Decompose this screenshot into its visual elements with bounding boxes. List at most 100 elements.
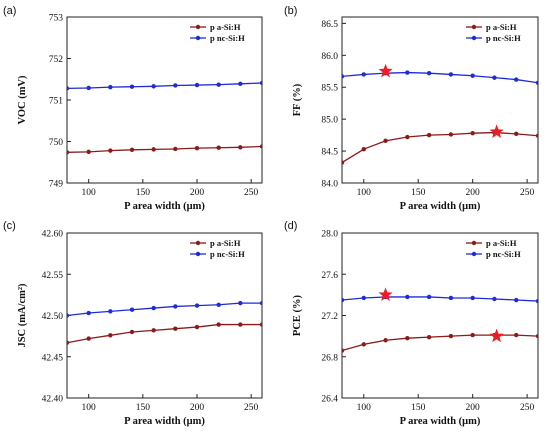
data-point (383, 338, 388, 343)
chart-panel-a: (a) 100 150 200 250 749 750 751 752 753 P area wid… (3, 5, 263, 212)
x-tick-label: 100 (82, 188, 97, 198)
series-line (342, 334, 538, 352)
legend-label: p nc-Si:H (486, 249, 521, 259)
data-point (342, 297, 345, 303)
x-tick-label: 100 (357, 188, 372, 198)
data-point (361, 72, 366, 77)
x-axis-label: P area width (μm) (124, 201, 205, 212)
y-tick-label: 84.0 (321, 180, 338, 190)
data-point (470, 131, 475, 136)
chart-panel-d: (d) 100 150 200 250 26.4 26.8 27.2 27.6 28.0 P are… (284, 220, 539, 427)
data-point (129, 84, 135, 89)
data-point (470, 295, 475, 301)
data-point (151, 147, 156, 152)
data-point (67, 86, 70, 91)
legend-marker (195, 240, 201, 246)
data-point (151, 305, 156, 311)
data-point (535, 133, 538, 138)
y-tick-label: 42.55 (42, 271, 64, 281)
y-tick-label: 28.0 (321, 230, 338, 240)
y-axis-label: FF (%) (292, 83, 303, 116)
data-point (470, 332, 475, 338)
legend-label: p a-Si:H (210, 238, 241, 248)
legend-marker (471, 24, 477, 30)
x-axis-label: P area width (μm) (400, 416, 481, 427)
data-point (514, 332, 519, 338)
y-tick-label: 86.5 (321, 20, 338, 30)
chart-panel-b: (b) 100 150 200 250 84.0 84.5 85.0 85.5 86.0 86.5 P… (284, 5, 539, 212)
panel-label: (d) (284, 220, 297, 232)
data-point (361, 295, 366, 301)
x-tick-label: 250 (244, 403, 259, 413)
data-point (514, 77, 519, 82)
series-p-nc-si-h (67, 80, 262, 91)
y-axis-label: VOC (mV) (17, 75, 28, 125)
y-tick-label: 42.45 (42, 353, 64, 363)
series-p-nc-si-h (67, 300, 262, 318)
data-point (514, 297, 519, 303)
data-point (448, 72, 454, 77)
data-point (151, 328, 156, 333)
series-p-nc-si-h (342, 70, 538, 85)
data-point (361, 342, 366, 347)
data-point (361, 146, 366, 152)
data-point (238, 145, 243, 150)
legend-marker (195, 24, 201, 30)
y-tick-label: 27.6 (321, 271, 338, 281)
legend-marker (195, 251, 201, 257)
data-point (67, 150, 70, 155)
x-tick-label: 200 (190, 188, 205, 198)
x-tick-label: 100 (82, 403, 97, 413)
series-line (67, 145, 262, 153)
data-point (535, 298, 538, 304)
data-point (173, 304, 178, 309)
series-line (67, 323, 262, 344)
legend-label: p nc-Si:H (210, 249, 245, 259)
y-axis-label: JSC (mA/cm²) (17, 283, 28, 348)
x-tick-label: 200 (190, 403, 205, 413)
data-point (259, 300, 262, 306)
data-point (492, 296, 497, 302)
data-point (86, 149, 91, 155)
data-point (426, 70, 432, 76)
x-tick-label: 200 (466, 403, 481, 413)
y-tick-label: 27.2 (321, 312, 338, 322)
y-tick-label: 42.40 (42, 395, 64, 405)
data-point (194, 303, 200, 308)
data-point (259, 80, 262, 86)
star-marker (378, 287, 393, 301)
x-axis-label: P area width (μm) (124, 416, 205, 427)
x-tick-label: 150 (411, 403, 426, 413)
data-point (448, 132, 454, 137)
legend-marker (195, 35, 201, 41)
data-point (108, 148, 113, 153)
y-axis-label: PCE (%) (292, 294, 303, 336)
x-axis-label: P area width (μm) (400, 201, 481, 212)
data-point (342, 160, 345, 165)
data-point (194, 324, 200, 330)
data-point (448, 295, 454, 301)
data-point (405, 294, 410, 300)
data-point (194, 82, 200, 88)
data-point (259, 322, 262, 327)
data-point (151, 84, 156, 89)
legend-label: p a-Si:H (486, 238, 517, 248)
legend-label: p a-Si:H (486, 22, 517, 32)
data-point (238, 300, 243, 306)
data-point (492, 75, 497, 80)
x-tick-label: 200 (466, 188, 481, 198)
data-point (129, 329, 135, 335)
data-point (448, 333, 454, 339)
y-tick-label: 752 (49, 55, 64, 65)
legend-label: p nc-Si:H (210, 33, 245, 43)
data-point (426, 294, 432, 300)
series-line (342, 296, 538, 302)
panel-label: (c) (3, 220, 16, 232)
data-point (426, 334, 432, 340)
legend-label: p nc-Si:H (486, 33, 521, 43)
y-tick-label: 753 (49, 14, 64, 24)
data-point (238, 322, 243, 327)
data-point (342, 348, 345, 353)
data-point (173, 146, 178, 152)
star-marker (378, 63, 393, 78)
